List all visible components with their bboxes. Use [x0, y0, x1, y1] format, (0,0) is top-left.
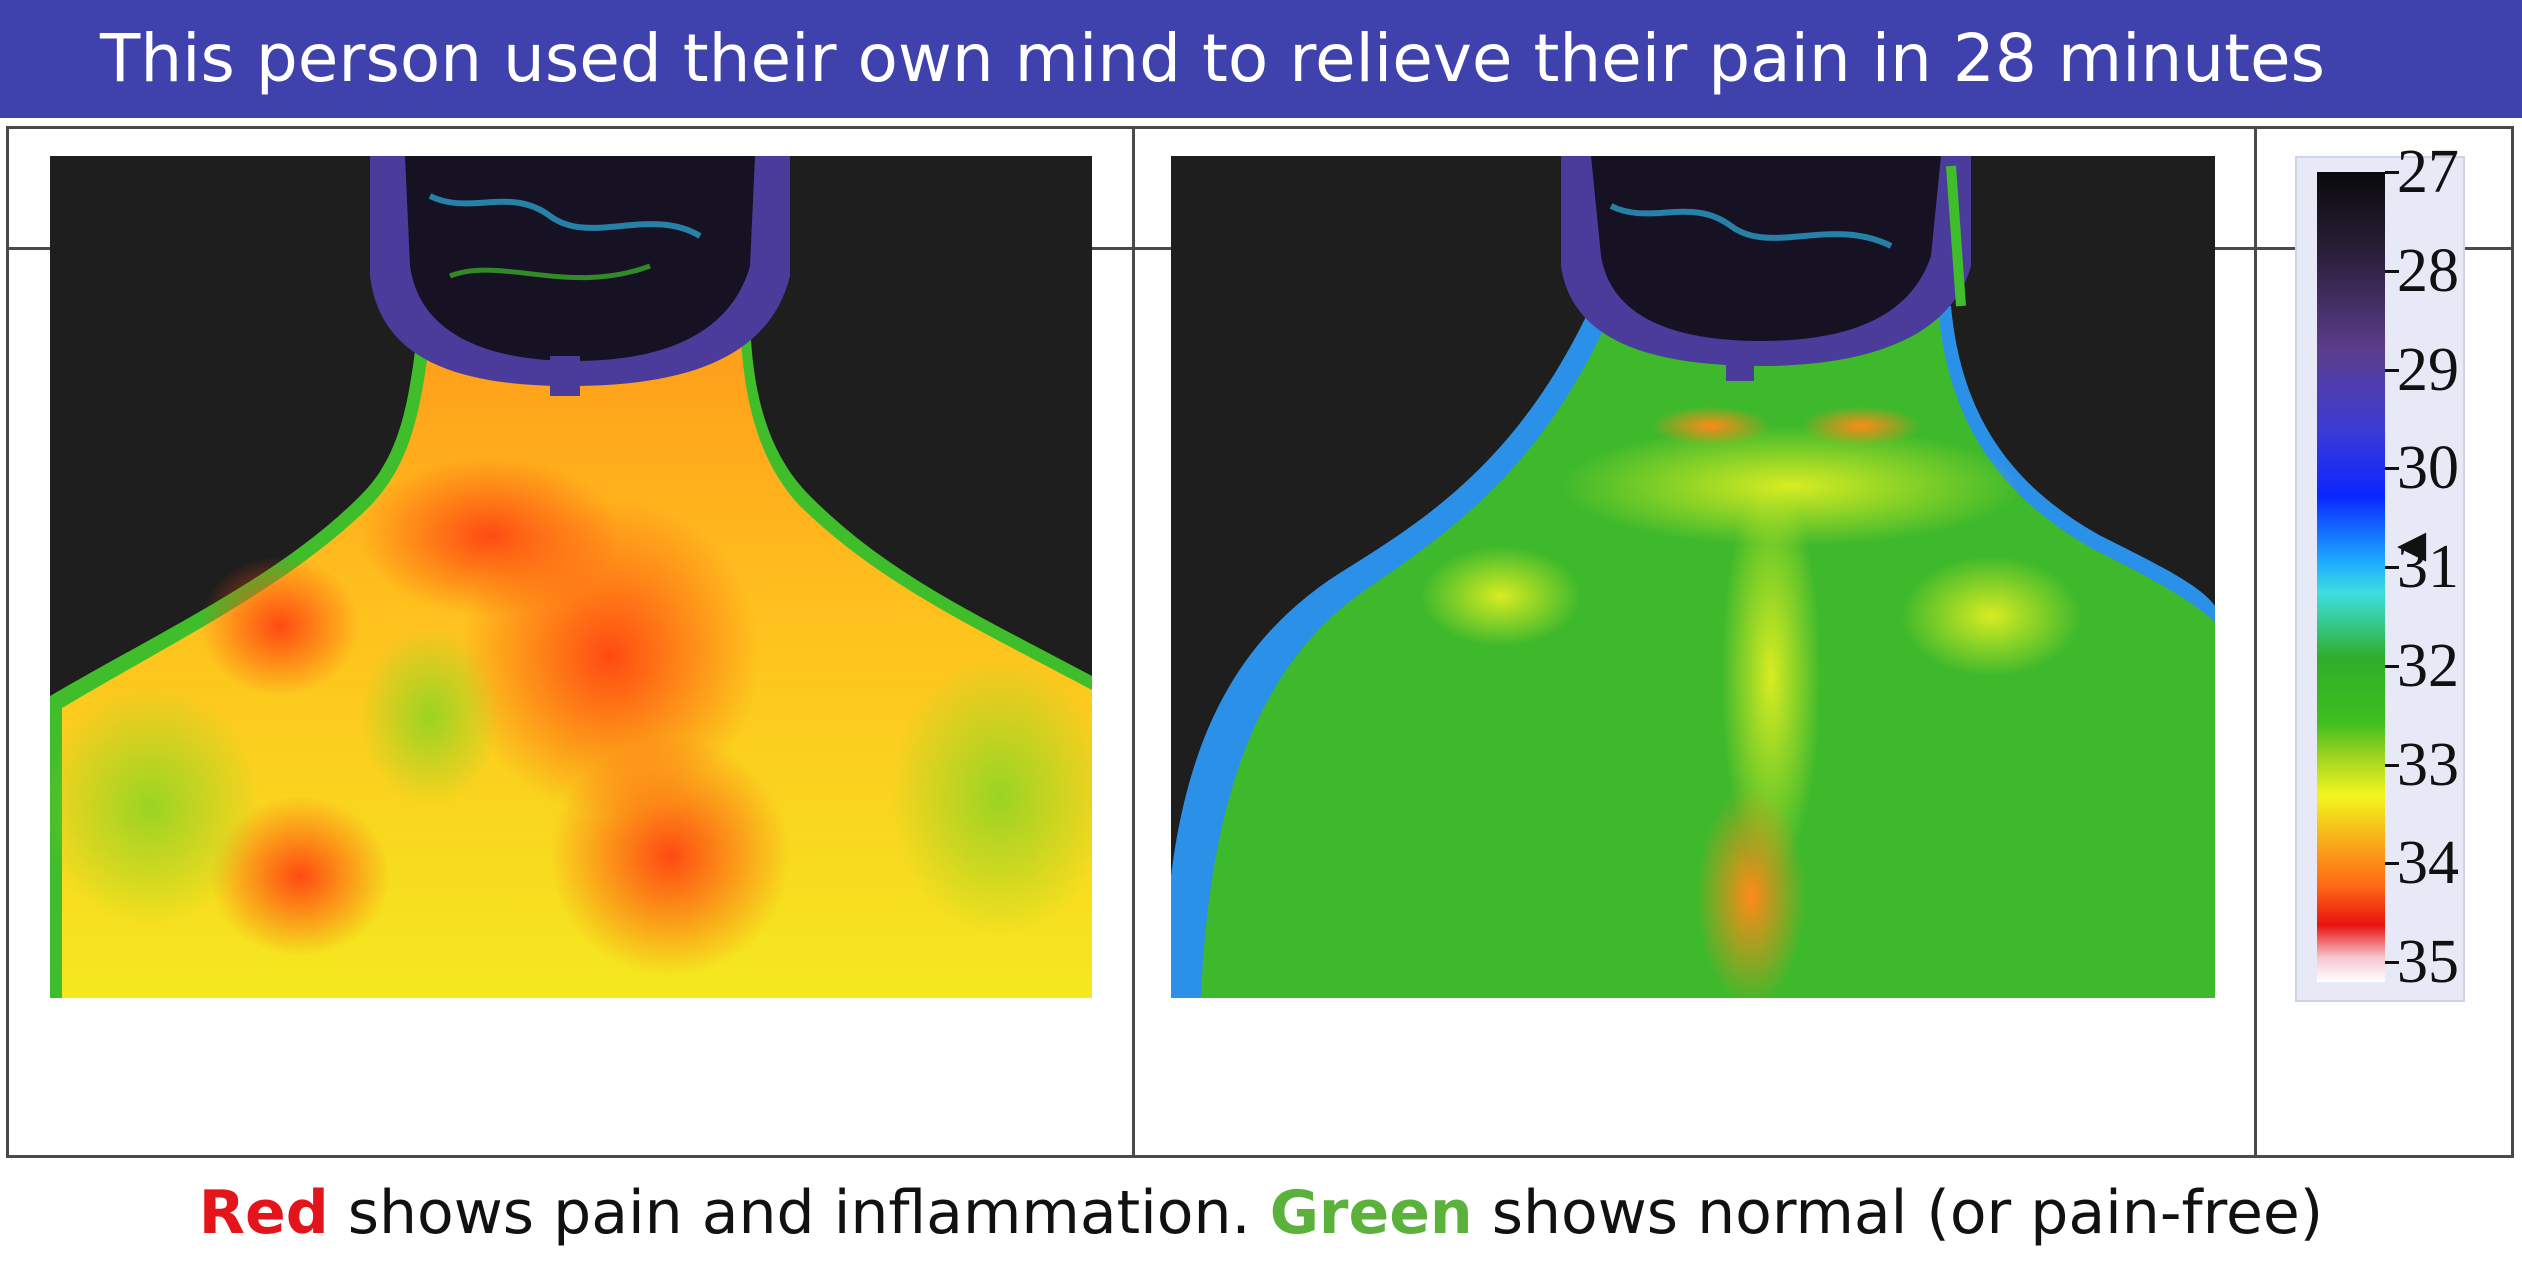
column-divider-2 [2254, 129, 2257, 1155]
scale-tick [2385, 664, 2399, 668]
scale-tick [2385, 269, 2399, 273]
baseline-thermal-image [50, 156, 1092, 998]
scale-tick [2385, 368, 2399, 372]
scale-tick-label: 35 [2397, 928, 2459, 996]
scale-tick-label: 32 [2397, 631, 2459, 700]
caption-green-text: shows normal (or pain-free) [1472, 1178, 2324, 1248]
scale-tick-label: 34 [2397, 829, 2459, 898]
temperature-scale: 27 28 29 30 31 32 33 34 35 [2295, 141, 2465, 1002]
caption-red-text: shows pain and inflammation. [328, 1178, 1270, 1248]
caption-red-word: Red [198, 1178, 329, 1248]
after-thermal-graphic [1171, 156, 2215, 998]
after-thermal-image [1171, 156, 2215, 998]
scale-tick [2385, 961, 2399, 964]
baseline-thermal-graphic [50, 156, 1092, 998]
scale-tick-label: 30 [2397, 434, 2459, 503]
caption: Red shows pain and inflammation. Green s… [0, 1178, 2522, 1248]
title-banner: This person used their own mind to relie… [0, 0, 2522, 118]
scale-tick-label: 33 [2397, 730, 2459, 799]
scale-tick-label: 27 [2397, 138, 2459, 206]
scale-tick-label: 28 [2397, 236, 2459, 305]
scale-tick [2385, 467, 2399, 471]
column-divider-1 [1132, 129, 1135, 1155]
caption-green-word: Green [1269, 1178, 1473, 1248]
temperature-color-bar [2317, 172, 2385, 982]
scale-tick-label: 31 [2397, 533, 2459, 601]
banner-title: This person used their own mind to relie… [100, 20, 2325, 97]
scale-tick [2385, 171, 2399, 174]
scale-tick [2385, 763, 2399, 767]
scale-tick-label: 29 [2397, 335, 2459, 404]
scale-tick [2385, 566, 2399, 569]
scale-marker-arrow: ◀ [2397, 522, 2427, 566]
scale-tick [2385, 862, 2399, 866]
